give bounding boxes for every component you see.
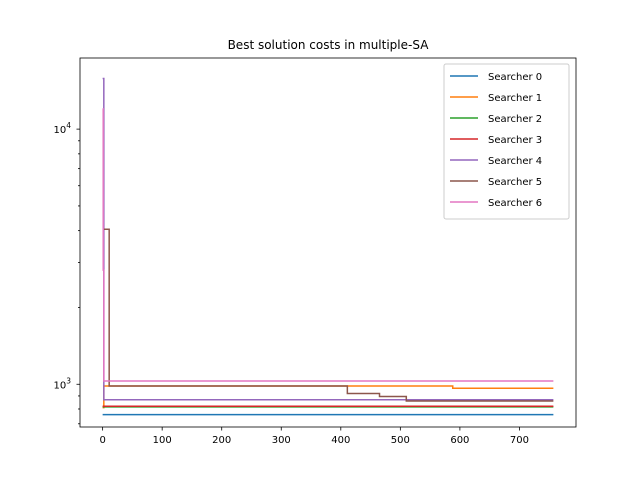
legend-label-6: Searcher 6 [488, 198, 542, 209]
legend-label-4: Searcher 4 [488, 156, 542, 167]
axes-frame [79, 57, 577, 428]
legend-label-1: Searcher 1 [488, 93, 542, 104]
legend: Searcher 0 Searcher 1 Searcher 2 Searcher 3… [443, 63, 570, 220]
legend-label-2: Searcher 2 [488, 114, 542, 125]
x-tick-label: 400 [331, 435, 350, 446]
legend-label-3: Searcher 3 [488, 135, 542, 146]
x-tick-label: 600 [450, 435, 469, 446]
x-tick-label: 100 [153, 435, 172, 446]
x-tick-label: 200 [212, 435, 231, 446]
y-tick-label: 104 [53, 121, 71, 136]
y-tick-label: 103 [53, 376, 71, 391]
x-tick-label: 700 [510, 435, 529, 446]
axes: 0 100 200 300 400 500 600 700 103 104 [53, 57, 577, 446]
legend-label-0: Searcher 0 [488, 72, 542, 83]
x-tick-label: 500 [391, 435, 410, 446]
series-group [102, 77, 554, 416]
plot-area [102, 77, 554, 416]
series-line-5 [102, 228, 554, 402]
x-tick-label: 0 [99, 435, 105, 446]
chart-title: Best solution costs in multiple-SA [228, 38, 430, 52]
legend-label-5: Searcher 5 [488, 177, 542, 188]
x-tick-label: 300 [272, 435, 291, 446]
series-line-6 [102, 108, 554, 382]
